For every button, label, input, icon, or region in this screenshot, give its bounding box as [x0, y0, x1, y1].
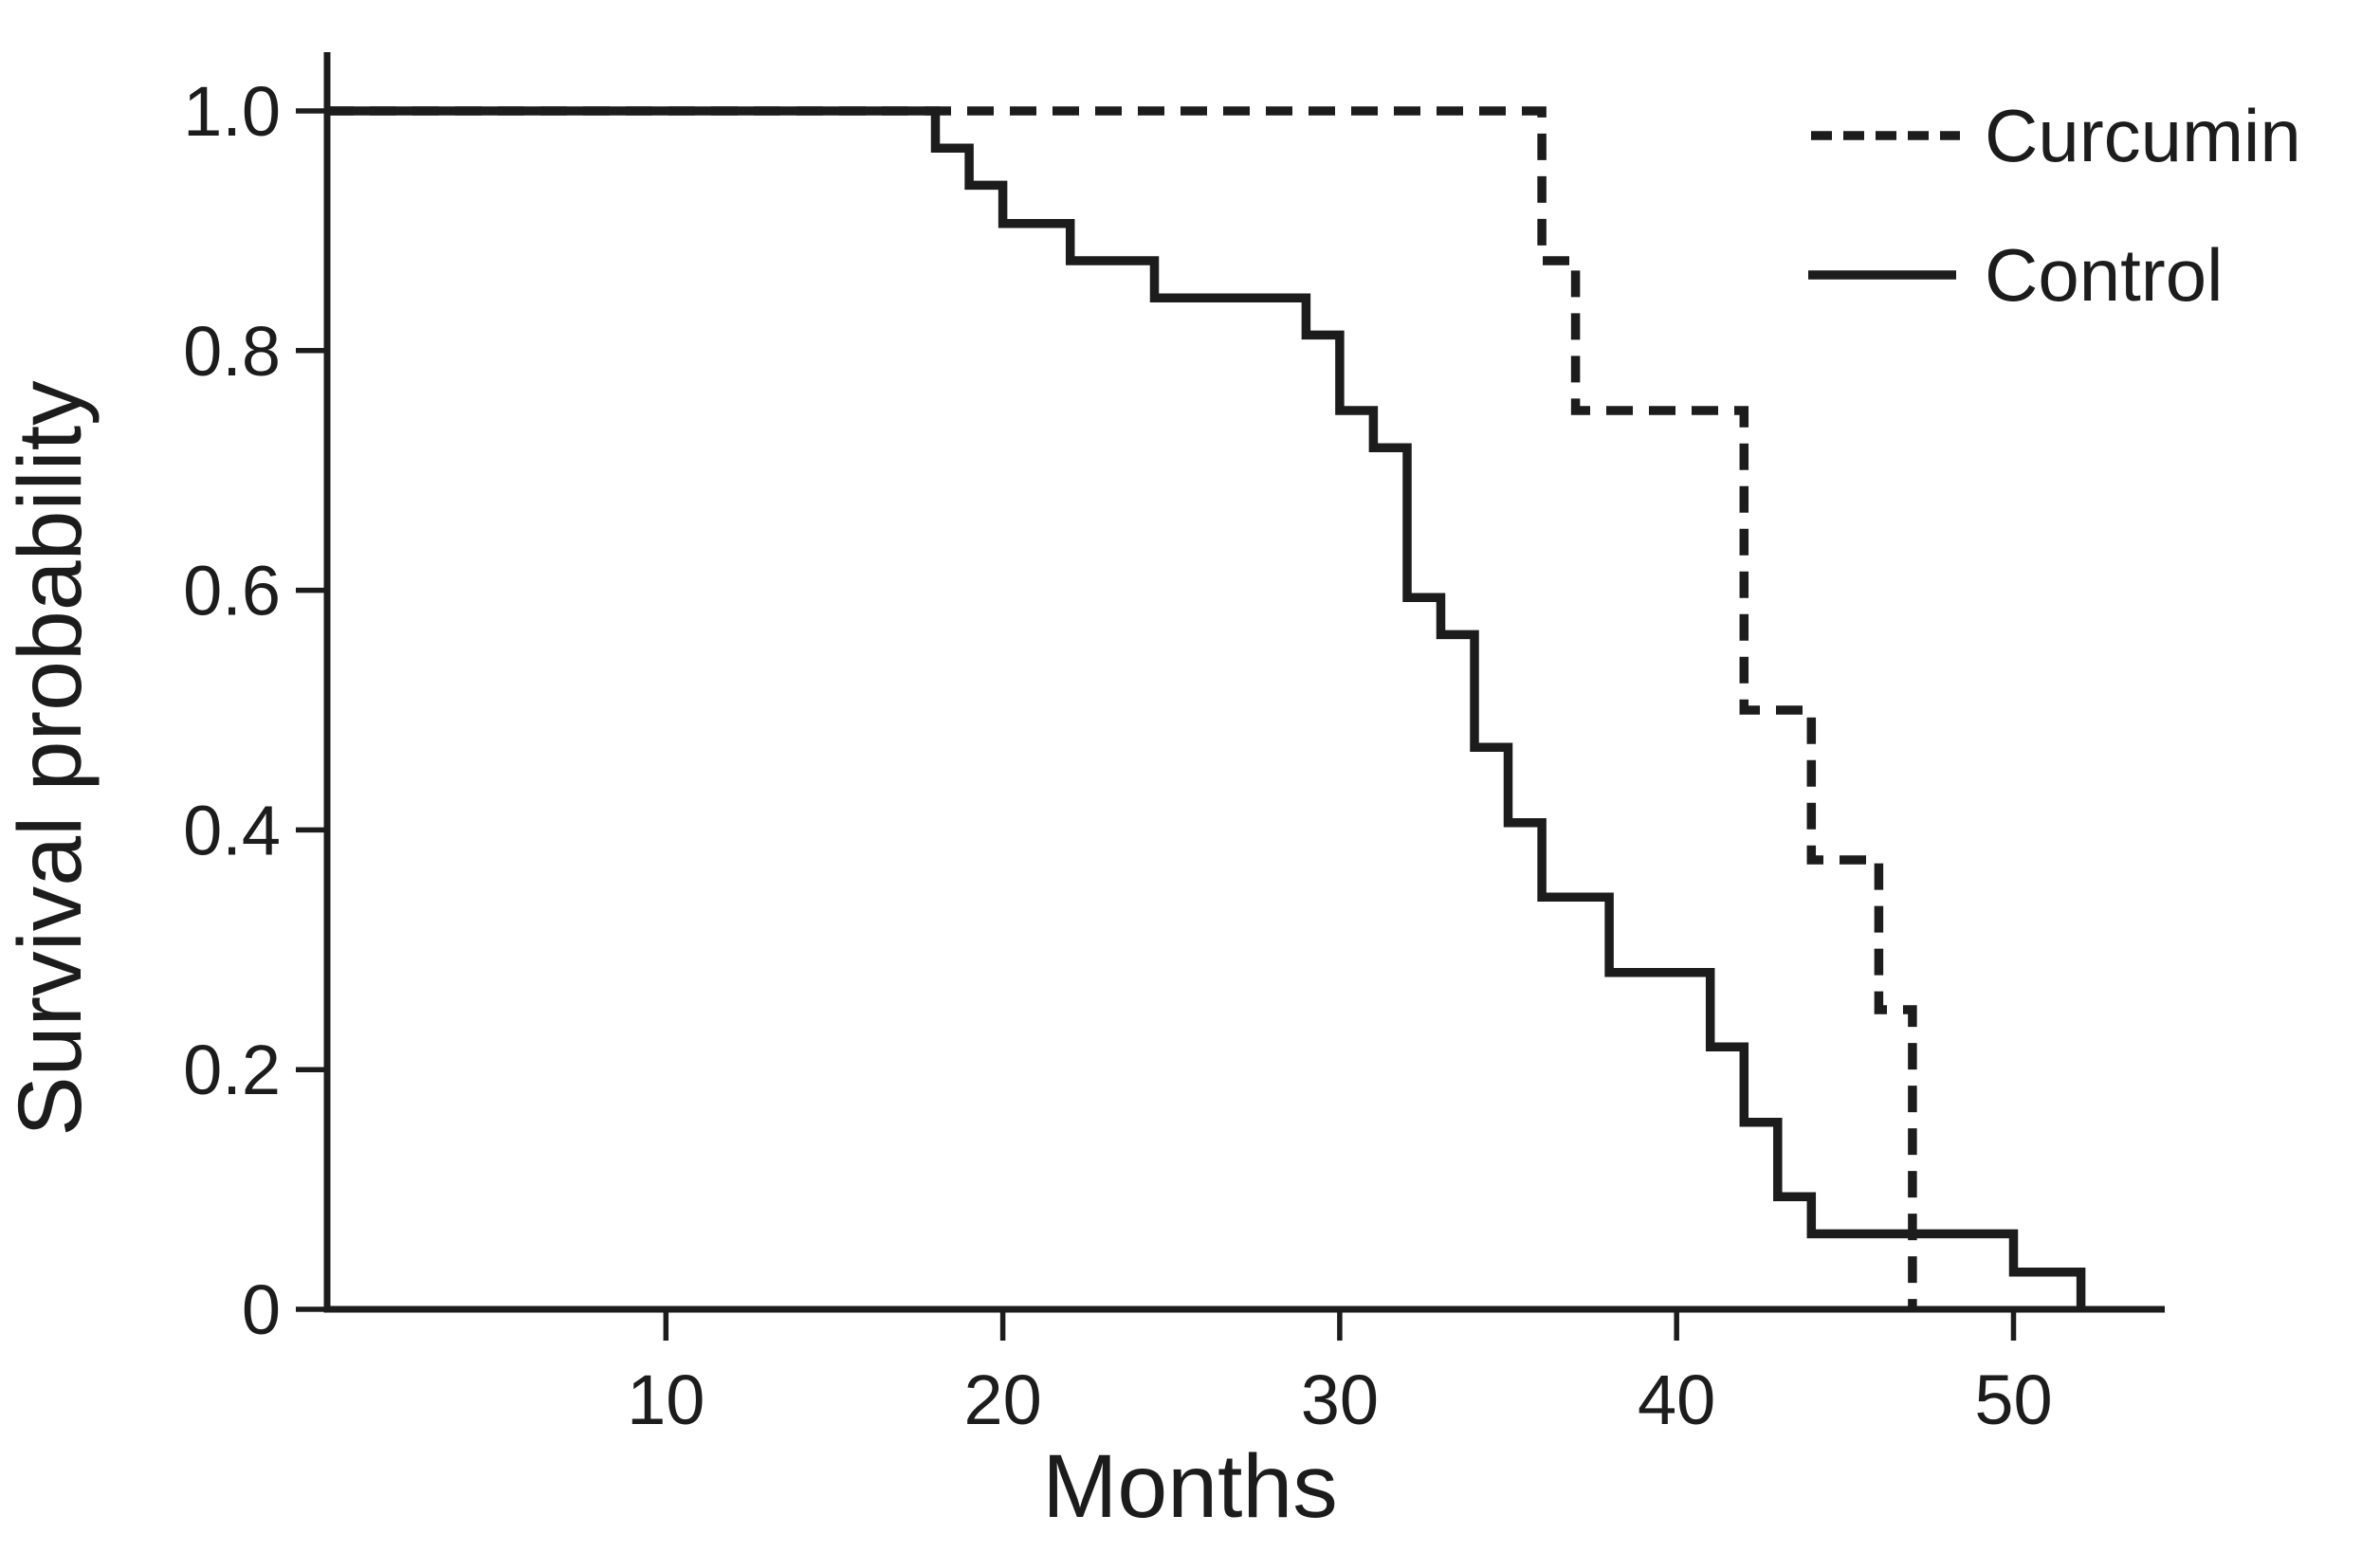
y-axis-title: Survival probability — [0, 380, 101, 1137]
y-tick-label: 1.0 — [183, 72, 281, 151]
control-curve — [327, 106, 2086, 1309]
legend-label-control: Control — [1985, 233, 2223, 317]
legend-label-curcumin: Curcumin — [1985, 94, 2301, 177]
legend: Curcumin Control — [1808, 94, 2301, 317]
y-tick-label: 0 — [242, 1270, 281, 1349]
curcumin-curve — [327, 106, 1917, 1309]
x-tick-label: 50 — [1974, 1360, 2052, 1439]
y-tick-label: 0.4 — [183, 791, 281, 869]
y-tick-label: 0.8 — [183, 312, 281, 391]
y-tick-label: 0.2 — [183, 1031, 281, 1109]
x-tick-label: 20 — [963, 1360, 1041, 1439]
plot-axes — [323, 52, 2165, 1313]
x-tick-label: 10 — [627, 1360, 705, 1439]
y-tick-label: 0.6 — [183, 552, 281, 630]
x-axis-title: Months — [1042, 1436, 1338, 1537]
x-tick-label: 30 — [1301, 1360, 1379, 1439]
x-tick-label: 40 — [1638, 1360, 1715, 1439]
y-axis-ticks: 1.0 0.8 0.6 0.4 0.2 0 — [183, 72, 327, 1349]
x-axis-ticks: 10 20 30 40 50 — [627, 1309, 2053, 1439]
